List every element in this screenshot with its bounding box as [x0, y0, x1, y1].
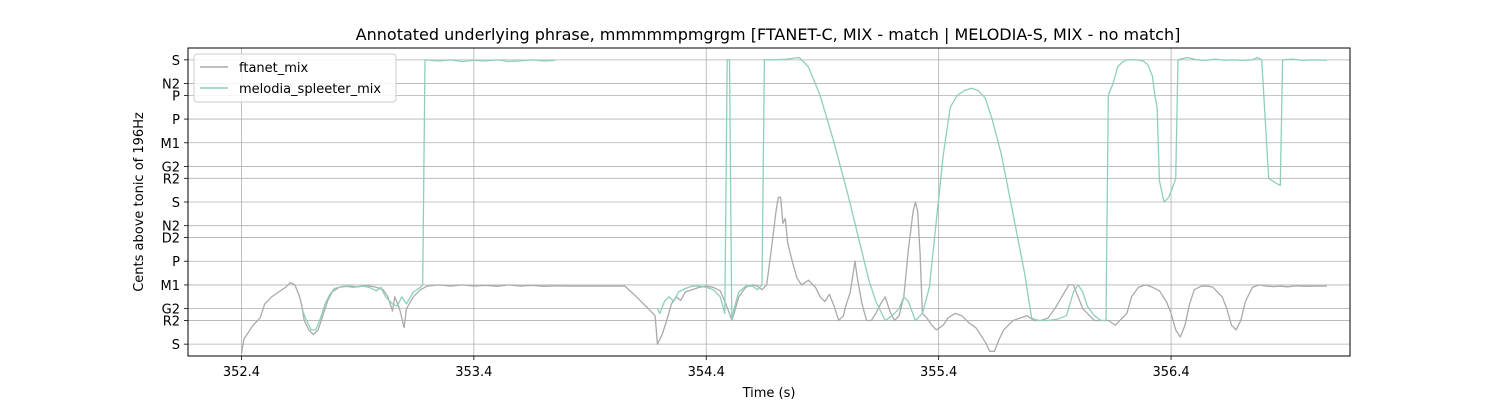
y-tick-label: G2	[162, 160, 180, 175]
grid-lines	[188, 48, 1350, 356]
y-tick-label: S	[172, 196, 180, 211]
y-tick-label: P	[172, 113, 180, 128]
x-axis-label: Time (s)	[742, 386, 796, 400]
series-line-melodia-spleeter-mix	[656, 56, 1327, 322]
y-tick-label: P	[172, 255, 180, 270]
y-tick-label: N2	[162, 78, 180, 93]
x-tick-label: 355.4	[920, 365, 957, 380]
y-tick-label: M1	[161, 279, 181, 294]
series-line-ftanet-mix	[240, 196, 1327, 354]
x-tick-label: 356.4	[1152, 365, 1189, 380]
y-tick-label: N2	[162, 220, 180, 235]
x-tick-label: 353.4	[455, 365, 492, 380]
y-tick-label: R2	[163, 314, 180, 329]
axis-ticks: 352.4 353.4 354.4 355.4 356.4SR2G2M1PD2N2SR2…	[161, 54, 1190, 380]
x-tick-label: 352.4	[223, 365, 260, 380]
legend-frame	[193, 53, 397, 103]
y-axis-label: Cents above tonic of 196Hz	[132, 112, 147, 292]
x-tick-label: 354.4	[688, 365, 725, 380]
chart-title: Annotated underlying phrase, mmmmmpmgrgm…	[356, 25, 1181, 44]
y-tick-label: S	[172, 54, 180, 69]
y-tick-label: M1	[161, 137, 181, 152]
legend-label-ftanet-mix: ftanet_mix	[239, 61, 309, 76]
y-tick-label: R2	[163, 172, 180, 187]
y-tick-label: D2	[162, 232, 180, 247]
y-tick-label: P	[172, 89, 180, 104]
y-tick-label: G2	[162, 303, 180, 318]
legend: ftanet_mix melodia_spleeter_mix	[193, 53, 397, 103]
series-line-melodia-spleeter-mix	[301, 59, 556, 331]
y-tick-label: S	[172, 338, 180, 353]
legend-label-melodia-spleeter-mix: melodia_spleeter_mix	[239, 82, 381, 97]
series-lines	[240, 56, 1327, 354]
